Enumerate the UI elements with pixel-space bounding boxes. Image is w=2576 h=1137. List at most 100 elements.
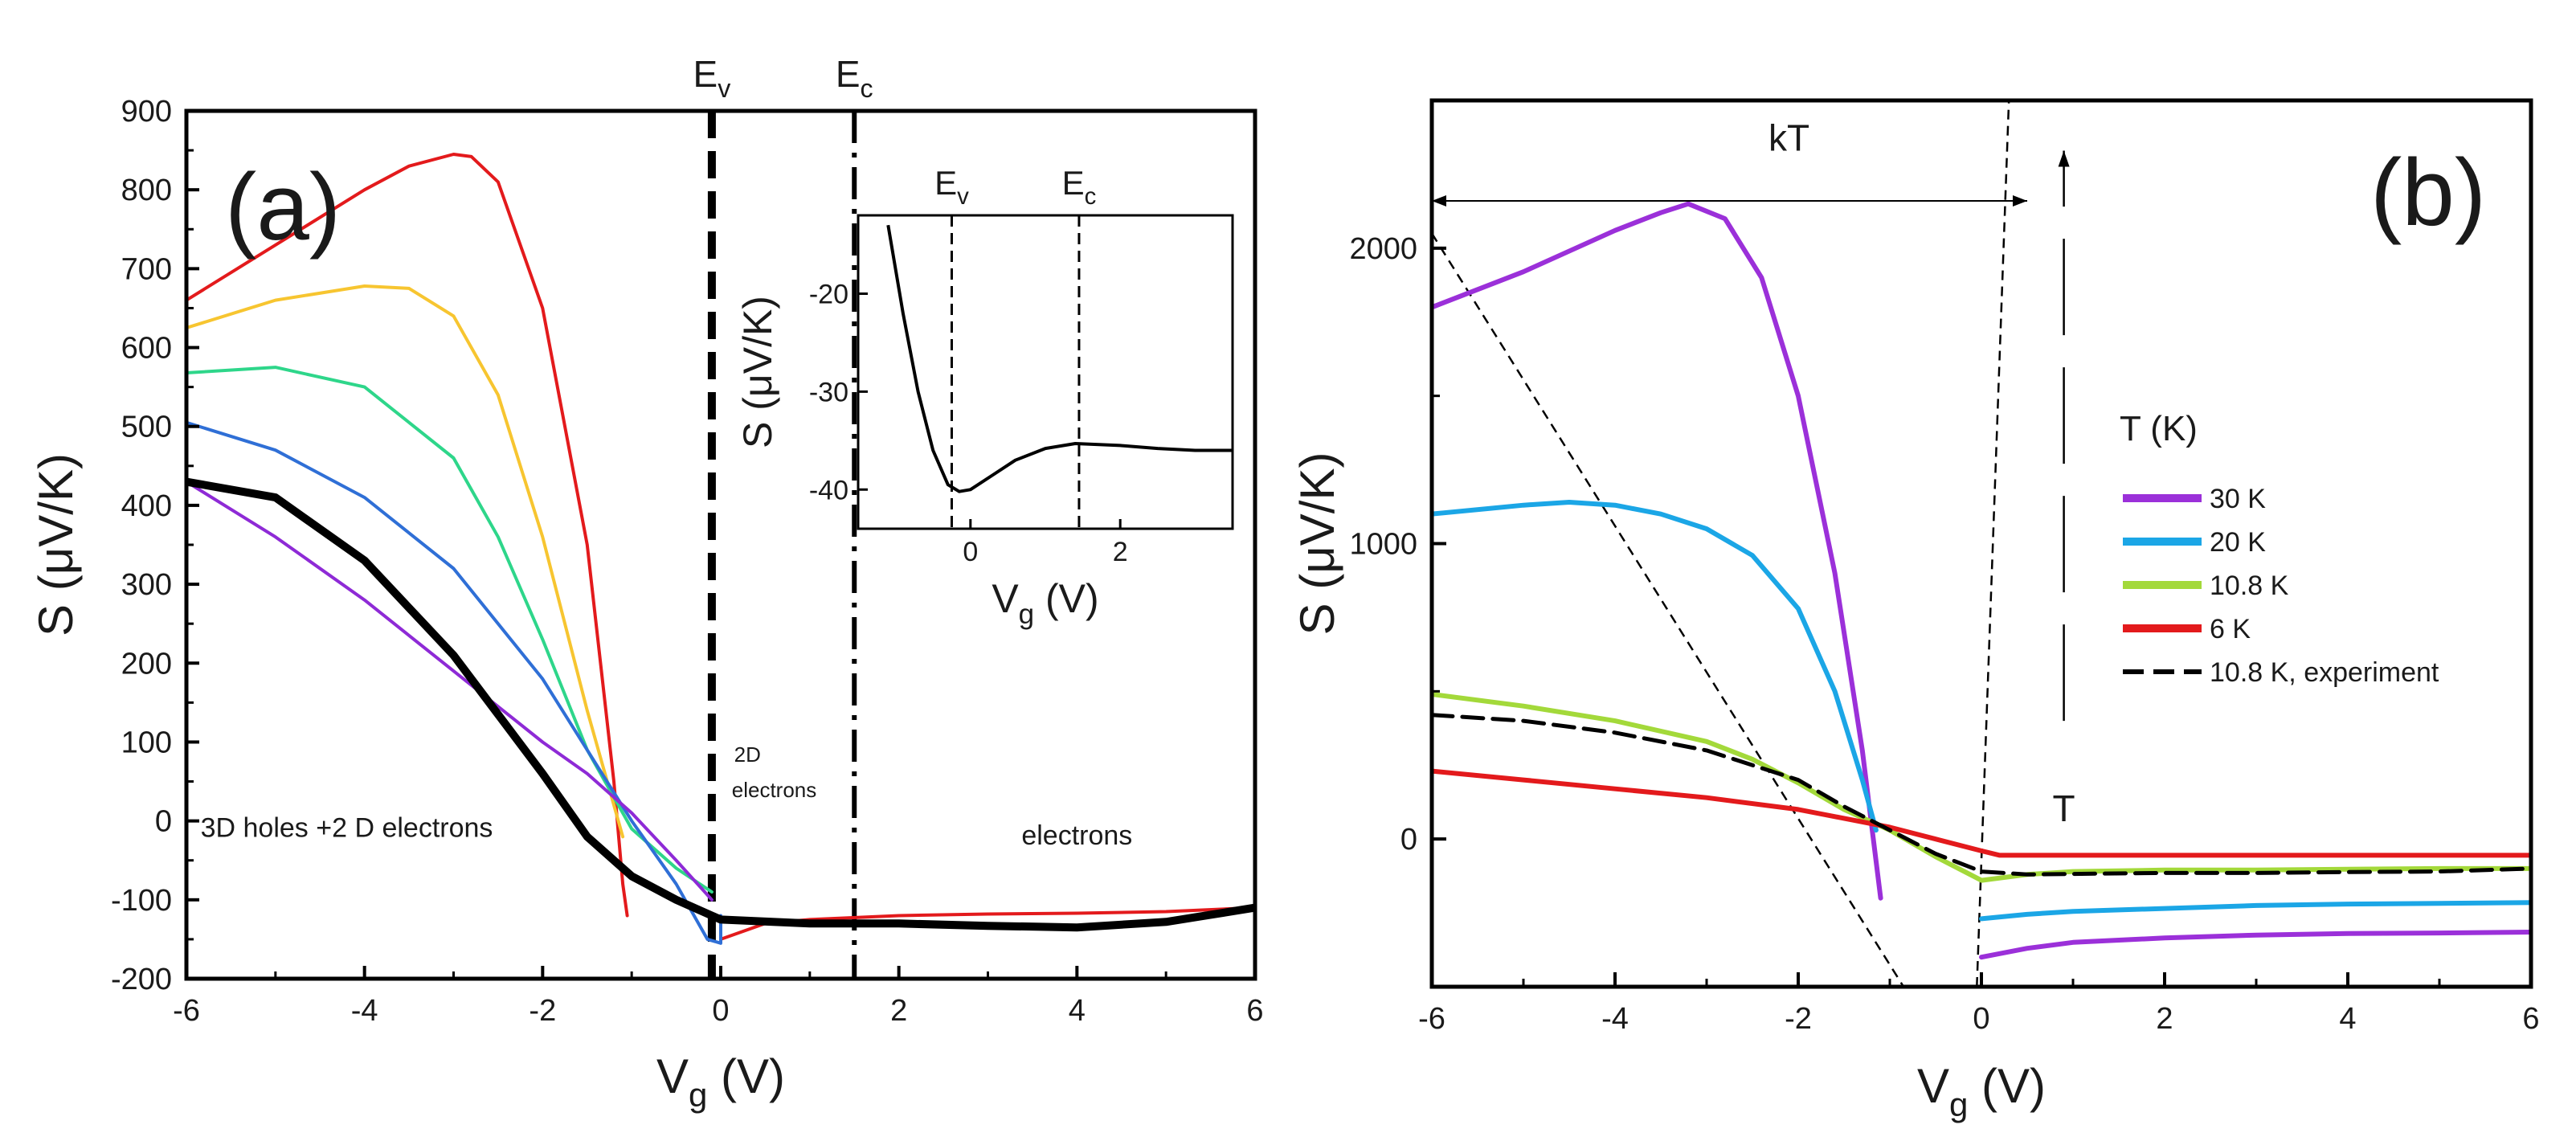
- y-tick-label-a: 100: [121, 726, 172, 759]
- ev-line-label-main: E: [693, 53, 718, 95]
- inset-ec-line-label: Ec: [1062, 164, 1097, 210]
- inset-y-tick-label: -40: [809, 475, 848, 505]
- x-tick-label-b: 4: [2339, 1002, 2356, 1036]
- y-tick-label-b: 2000: [1349, 232, 1417, 266]
- ec-line-label-main: E: [836, 53, 861, 95]
- ec-line-label: Ec: [836, 53, 873, 103]
- inset-ec-line-label-main: E: [1062, 164, 1085, 202]
- panel-b: 0 1000 2000 -6 -4 -2 0 2 4 6 Vg (V) S (μV/K) (b) kT T T…: [1290, 98, 2540, 1123]
- ec-line-label-sub: c: [861, 74, 873, 103]
- legend-label-0: 30 K: [2210, 484, 2266, 514]
- y-tick-label-a: 200: [121, 647, 172, 681]
- series-6-k: [1432, 768, 2531, 858]
- x-tick-label-a: 4: [1069, 994, 1086, 1028]
- x-tick-label-a: -4: [351, 994, 378, 1028]
- x-axis-label-b: Vg (V): [1917, 1059, 2046, 1123]
- panel-a: Ev Ec-200-1000100200300400500600700800900…: [29, 53, 1264, 1114]
- kt-arrow-head-left: [1432, 195, 1446, 207]
- inset-x-axis-label-main: V: [992, 576, 1019, 621]
- inset-ev-line-label-sub: v: [957, 183, 969, 210]
- ev-line-label: Ev: [693, 53, 731, 103]
- x-axis-label-a-main: V: [656, 1049, 689, 1103]
- x-axis-label-b-unit: (V): [1968, 1059, 2046, 1113]
- legend-label-2: 10.8 K: [2210, 571, 2289, 601]
- y-tick-label-b: 1000: [1349, 528, 1417, 562]
- x-tick-label-a: -2: [529, 994, 556, 1028]
- x-tick-label-b: -6: [1418, 1002, 1445, 1036]
- x-axis-label-b-sub: g: [1949, 1086, 1968, 1123]
- y-tick-label-a: 900: [121, 95, 172, 129]
- right-diagonal-guide: [1976, 100, 2010, 987]
- electrons-annotation: electrons: [1021, 820, 1132, 851]
- x-axis-label-a-sub: g: [689, 1076, 707, 1114]
- series-30-k-right: [1979, 930, 2531, 960]
- legend-label-1: 20 K: [2210, 527, 2266, 558]
- inset-x-axis-label: Vg (V): [992, 576, 1098, 630]
- series-30-k: [1432, 201, 1883, 901]
- inset-x-tick-label: 2: [1113, 537, 1128, 567]
- y-tick-label-a: 800: [121, 174, 172, 207]
- inset-ev-line-label-main: E: [934, 164, 957, 202]
- y-axis-label-b: S (μV/K): [1290, 452, 1344, 636]
- y-tick-label-a: 500: [121, 411, 172, 444]
- series-purple: [186, 480, 714, 902]
- x-tick-label-b: 0: [1973, 1002, 1989, 1036]
- x-tick-label-b: -4: [1601, 1002, 1629, 1036]
- ev-line-label-sub: v: [718, 74, 730, 103]
- inset-y-tick-label: -30: [809, 377, 848, 407]
- kt-arrow-head-right: [2013, 195, 2027, 207]
- holes-annotation: 3D holes +2 D electrons: [201, 812, 493, 843]
- t-arrow-head: [2058, 150, 2070, 167]
- inset-background: [858, 215, 1233, 529]
- legend-title: T (K): [2120, 409, 2198, 448]
- inset-ec-line-label-sub: c: [1085, 183, 1097, 210]
- series-group-a: [186, 153, 1255, 945]
- x-tick-label-a: 2: [890, 994, 907, 1028]
- inset-x-axis-label-sub: g: [1019, 599, 1034, 630]
- x-tick-label-a: 6: [1246, 994, 1263, 1028]
- series-group-b: [1432, 100, 2531, 987]
- series-yellow: [186, 284, 625, 839]
- x-tick-label-a: -6: [173, 994, 200, 1028]
- x-axis-label-a: Vg (V): [656, 1049, 785, 1114]
- series-10-8-k-experiment: [1432, 713, 2531, 877]
- left-diagonal-guide: [1432, 232, 1905, 987]
- series-20-k-right: [1979, 900, 2531, 922]
- y-tick-label-a: 300: [121, 568, 172, 602]
- legend-label-4: 10.8 K, experiment: [2210, 657, 2439, 688]
- inset-y-axis-label: S (μV/K): [735, 296, 780, 448]
- series-green: [186, 366, 714, 894]
- inset-y-tick-label: -20: [809, 280, 848, 310]
- y-tick-label-a: 400: [121, 489, 172, 523]
- inset-x-axis-label-unit: (V): [1034, 576, 1099, 621]
- inset-series-group: [886, 224, 1233, 493]
- inset: Ev Ec-40-30-200 2Vg (V)S (μV/K): [735, 164, 1234, 630]
- inset-ev-line-label: Ev: [934, 164, 969, 210]
- y-tick-label-a: -200: [111, 963, 172, 996]
- y-tick-label-a: 600: [121, 332, 172, 366]
- x-axis-label-a-unit: (V): [707, 1049, 785, 1103]
- y-tick-label-b: 0: [1400, 823, 1417, 857]
- y-tick-label-a: 700: [121, 252, 172, 286]
- series-blue: [186, 420, 722, 945]
- x-axis-label-b-main: V: [1917, 1059, 1949, 1113]
- y-axis-label-a: S (μV/K): [29, 453, 83, 636]
- inset-x-tick-label: 0: [963, 537, 978, 567]
- 2d-electrons-annotation-2: electrons: [732, 778, 817, 802]
- series-10-8-k: [1432, 692, 2531, 883]
- series-black: [186, 477, 1255, 932]
- 2d-electrons-annotation-1: 2D: [734, 742, 761, 767]
- panel-label-b: (b): [2370, 140, 2486, 246]
- legend: T (K) 30 K 20 K 10.8 K 6 K 10.8 K, experiment: [2120, 409, 2439, 688]
- inset-frame: [857, 214, 1234, 530]
- x-tick-label-b: 2: [2156, 1002, 2173, 1036]
- x-tick-label-b: 6: [2522, 1002, 2539, 1036]
- inset-black: [886, 224, 1233, 493]
- kt-annotation: kT: [1768, 117, 1809, 159]
- t-annotation: T: [2053, 787, 2075, 829]
- x-tick-label-b: -2: [1785, 1002, 1812, 1036]
- y-tick-label-a: -100: [111, 884, 172, 918]
- y-tick-label-a: 0: [155, 805, 172, 839]
- series-20-k: [1432, 500, 1879, 833]
